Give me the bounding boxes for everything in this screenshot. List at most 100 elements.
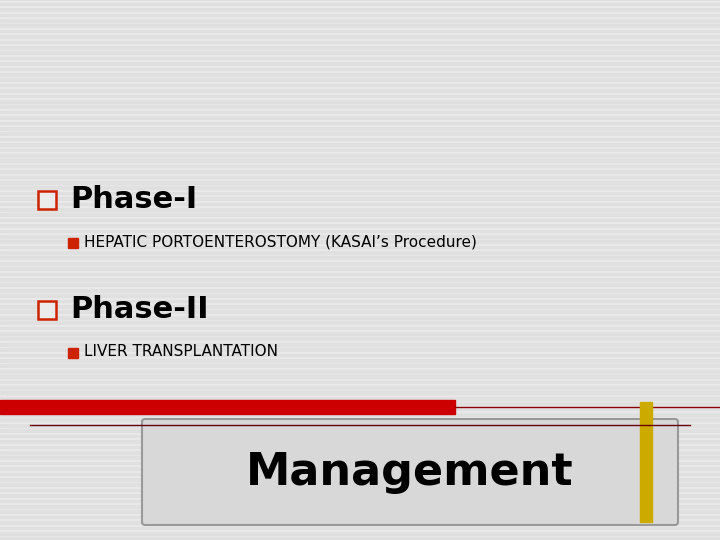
Bar — [0, 397, 720, 400]
Bar — [0, 472, 720, 475]
Bar — [0, 230, 720, 232]
Bar — [0, 116, 720, 119]
Bar — [0, 35, 720, 38]
Bar — [0, 310, 720, 313]
Bar — [0, 192, 720, 194]
Bar — [0, 521, 720, 524]
Bar — [0, 451, 720, 454]
Bar — [0, 505, 720, 508]
Bar — [0, 111, 720, 113]
Bar — [0, 159, 720, 162]
Bar — [0, 316, 720, 319]
Bar — [0, 478, 720, 481]
Bar — [0, 532, 720, 535]
Bar — [0, 489, 720, 491]
Bar — [0, 132, 720, 135]
Bar — [0, 251, 720, 254]
Bar — [0, 354, 720, 356]
Bar — [0, 8, 720, 11]
Text: Phase-I: Phase-I — [70, 186, 197, 214]
Bar — [0, 256, 720, 259]
Text: Management: Management — [246, 450, 574, 494]
Bar — [0, 273, 720, 275]
Bar — [0, 62, 720, 65]
Bar — [0, 386, 720, 389]
Bar — [0, 424, 720, 427]
Text: LIVER TRANSPLANTATION: LIVER TRANSPLANTATION — [84, 345, 278, 360]
Bar — [0, 494, 720, 497]
Bar — [0, 289, 720, 292]
Bar — [0, 375, 720, 378]
Bar — [0, 202, 720, 205]
Bar — [0, 300, 720, 302]
Bar — [0, 370, 720, 373]
Bar — [0, 446, 720, 448]
Bar — [0, 94, 720, 97]
Bar — [0, 327, 720, 329]
Bar — [0, 440, 720, 443]
Bar — [0, 57, 720, 59]
Bar — [0, 208, 720, 211]
Bar — [0, 267, 720, 270]
Bar — [640, 402, 652, 522]
Bar — [0, 3, 720, 5]
Bar — [0, 338, 720, 340]
Bar — [0, 500, 720, 502]
Bar — [0, 30, 720, 32]
Bar — [0, 68, 720, 70]
Bar — [0, 14, 720, 16]
Bar — [0, 105, 720, 108]
Bar — [0, 224, 720, 227]
Bar — [0, 84, 720, 86]
Bar — [0, 435, 720, 437]
Bar — [0, 165, 720, 167]
Bar — [0, 148, 720, 151]
Bar — [68, 348, 78, 358]
Bar — [0, 138, 720, 140]
Bar — [0, 143, 720, 146]
Bar — [0, 122, 720, 124]
Bar — [0, 78, 720, 81]
Bar — [0, 73, 720, 76]
Bar — [0, 332, 720, 335]
Bar — [0, 402, 720, 405]
Bar — [0, 24, 720, 27]
Bar — [0, 418, 720, 421]
Bar — [0, 284, 720, 286]
Bar — [0, 516, 720, 518]
Bar — [0, 246, 720, 248]
Bar — [0, 408, 720, 410]
Bar — [0, 359, 720, 362]
Bar — [0, 413, 720, 416]
Bar — [0, 127, 720, 130]
Bar — [68, 238, 78, 248]
Bar — [0, 176, 720, 178]
Bar — [0, 510, 720, 513]
Bar — [0, 462, 720, 464]
Bar — [0, 181, 720, 184]
Bar — [0, 170, 720, 173]
Bar — [38, 191, 56, 209]
Bar — [0, 526, 720, 529]
Bar — [0, 483, 720, 486]
Bar — [0, 46, 720, 49]
Bar — [0, 305, 720, 308]
Bar — [0, 219, 720, 221]
Bar — [0, 364, 720, 367]
Bar — [0, 429, 720, 432]
Bar — [0, 321, 720, 324]
Bar — [0, 262, 720, 265]
Bar — [0, 213, 720, 216]
Bar — [0, 186, 720, 189]
Bar — [0, 467, 720, 470]
Bar — [0, 381, 720, 383]
Bar — [0, 294, 720, 297]
Bar — [0, 19, 720, 22]
Bar — [0, 348, 720, 351]
FancyBboxPatch shape — [142, 419, 678, 525]
Text: Phase-II: Phase-II — [70, 295, 209, 325]
Bar — [0, 51, 720, 54]
Bar — [0, 89, 720, 92]
Bar — [0, 197, 720, 200]
Bar — [0, 100, 720, 103]
